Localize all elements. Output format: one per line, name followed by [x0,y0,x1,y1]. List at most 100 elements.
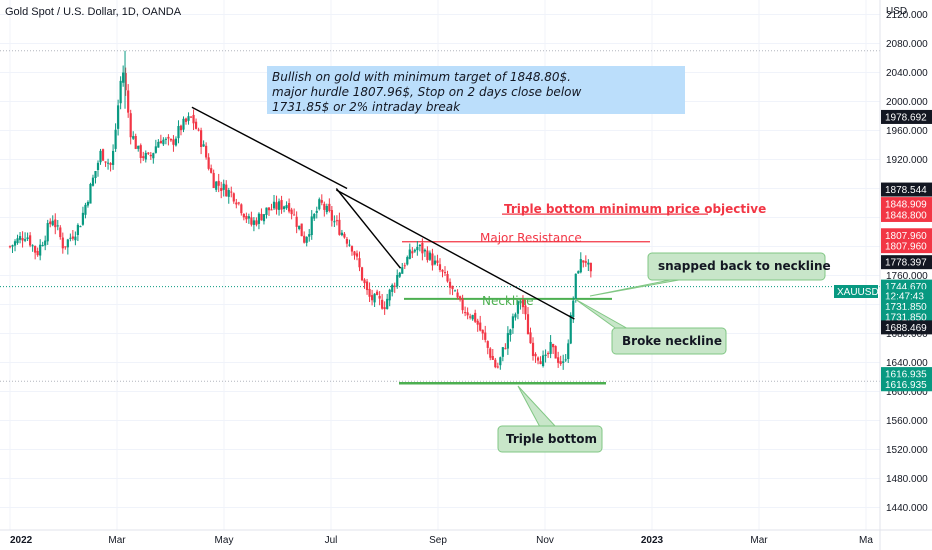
candle-body [348,244,351,246]
candle-body [526,314,530,335]
candle-body [31,245,34,247]
candle-body [200,130,203,148]
y-tick-label: 1440.000 [886,503,928,514]
candle-body [240,204,243,214]
candle-body [207,157,210,169]
candle-body [242,213,245,218]
candle-body [144,152,147,160]
price-tag-bg [881,239,932,254]
candle-body [489,348,492,358]
price-tag-label: 1978.692 [885,112,927,123]
candle-body [353,251,356,256]
candle-body [506,333,509,349]
candle-body [127,90,130,113]
x-tick-label: Sep [429,535,447,546]
price-tag-label: 1744.670 [885,282,927,293]
snapped-callout [647,252,826,281]
candle-body [290,209,293,215]
candle-body [418,244,421,247]
candle-body [549,341,552,354]
candle-body [137,145,140,149]
candle-body [338,219,341,235]
resistance-label: Major Resistance [480,231,582,245]
candle-body [391,284,394,292]
candle-body [501,347,504,357]
candle-body [554,346,557,359]
candle-body [54,219,57,228]
broke-label: Broke neckline [622,334,722,348]
candle-body [91,177,95,186]
candle-body [215,181,218,190]
y-tick-label: 1920.000 [886,155,928,166]
candle-body [26,237,29,239]
candle-body [421,242,424,254]
y-tick-label: 2120.000 [886,10,928,21]
candle-body [406,257,409,265]
price-tag-label: 1848.800 [885,210,927,221]
candle-body [159,140,162,144]
candle-body [129,113,132,138]
candle-body [476,320,479,325]
x-tick-label: Jul [325,535,338,546]
candle-body [428,252,432,260]
candle-body [282,206,286,209]
y-tick-label: 2000.000 [886,97,928,108]
candle-body [398,272,401,277]
candle-body [149,154,152,157]
price-tag-bg [881,320,932,335]
candle-body [86,201,90,206]
candle-body [172,139,175,145]
candle-body [76,224,79,236]
candle-body [257,213,261,224]
candle-body [388,289,391,301]
candle-body [479,322,482,331]
candle-body [162,139,165,145]
main-note-line-3: 1731.85$ or 2% intraday break [272,100,461,114]
candle-body [18,236,22,240]
candle-body [509,329,512,335]
candle-body [305,236,308,243]
candle-body [584,261,587,263]
symbol-label: XAUUSD [837,287,879,298]
candle-body [562,361,565,363]
candle-body [335,220,338,222]
candle-body [396,275,399,287]
candle-body [376,291,379,295]
candle-body [383,307,386,310]
price-tag-label: 12:47:43 [885,292,924,303]
candle-body [496,366,499,368]
snapped-label: snapped back to neckline [658,259,831,273]
price-tag-label: 1616.935 [885,370,927,381]
candle-body [230,191,233,193]
candle-body [250,217,253,225]
candle-body [557,357,560,363]
y-tick-label: 2080.000 [886,39,928,50]
candle-body [154,146,157,153]
candle-body [56,225,59,227]
candle-body [217,180,220,186]
candle-body [572,300,575,318]
price-tag-label: 1878.544 [885,185,927,196]
candle-body [220,187,223,191]
candle-body [280,200,283,210]
candle-body [167,136,170,139]
candle-body [106,162,110,164]
candle-body [111,150,115,165]
x-tick-label: Ma [859,535,873,546]
candle-body [494,359,497,368]
candle-body [426,250,429,261]
main-note-line-2: major hurdle 1807.96$, Stop on 2 days cl… [272,85,581,99]
candle-body [23,239,27,241]
symbol-tag: XAUUSD [834,285,879,298]
candle-body [461,298,464,311]
candle-body [474,312,477,322]
candle-body [318,199,321,210]
candle-body [152,153,155,159]
candle-body [194,121,198,129]
candle-body [441,269,444,272]
y-tick-label: 2040.000 [886,68,928,79]
candle-body [431,253,434,266]
candle-body [433,260,437,265]
candle-body [469,316,472,318]
